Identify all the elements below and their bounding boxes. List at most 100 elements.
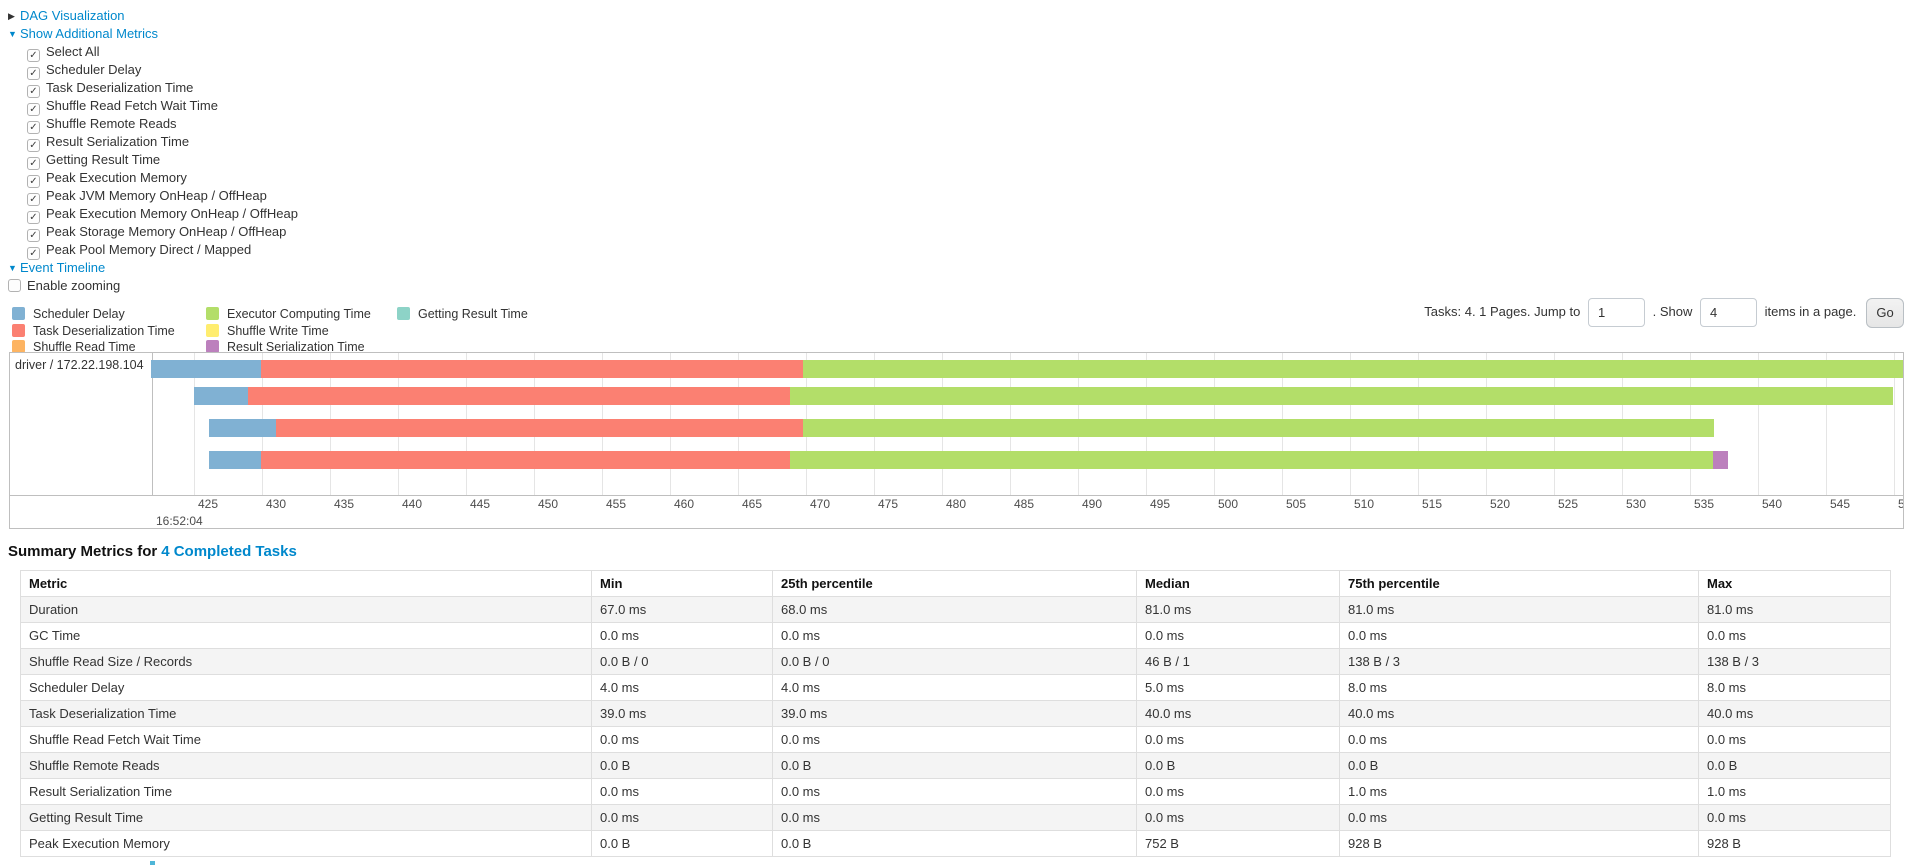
task-pagination: Tasks: 4. 1 Pages. Jump to . Show items …: [1424, 295, 1904, 329]
task-bar-segment-scheduler-delay[interactable]: [209, 451, 261, 469]
metric-value-cell: 928 B: [1698, 830, 1891, 857]
checkbox-checked-icon[interactable]: ✓: [27, 229, 40, 242]
metric-name-cell: Getting Result Time: [20, 804, 592, 831]
axis-tick-label: 485: [1014, 497, 1035, 511]
axis-gridline: [194, 353, 195, 495]
metric-checkbox-label: Peak JVM Memory OnHeap / OffHeap: [46, 188, 267, 203]
checkbox-unchecked-icon[interactable]: [8, 279, 21, 292]
table-row: Shuffle Read Size / Records 0.0 B / 0 0.0 …: [20, 648, 1891, 675]
summary-metrics-table: Metric Min 25th percentile Median 75th perce…: [20, 570, 1891, 857]
task-bar-segment-executor-computing[interactable]: [789, 451, 1714, 469]
task-bar-segment-executor-computing[interactable]: [803, 360, 1903, 378]
axis-tick-label: 510: [1354, 497, 1375, 511]
axis-tick-label: 440: [402, 497, 423, 511]
metric-name-cell: Shuffle Read Size / Records: [20, 648, 592, 675]
metric-value-cell: 0.0 B / 0: [772, 648, 1137, 675]
metric-value-cell: 0.0 B: [772, 752, 1137, 779]
checkbox-checked-icon[interactable]: ✓: [27, 121, 40, 134]
event-timeline-chart[interactable]: driver / 172.22.198.104 16:52:04 425 430 4…: [9, 352, 1904, 529]
metric-value-cell: 81.0 ms: [1698, 596, 1891, 623]
table-column-header: Median: [1136, 570, 1340, 597]
show-additional-metrics-link[interactable]: Show Additional Metrics: [20, 26, 159, 41]
metric-checkbox-label: Peak Storage Memory OnHeap / OffHeap: [46, 224, 287, 239]
axis-tick-label: 520: [1490, 497, 1511, 511]
axis-tick-label: 490: [1082, 497, 1103, 511]
metric-checkbox-row: ✓ Select All: [0, 43, 1907, 62]
table-column-header: 25th percentile: [772, 570, 1137, 597]
legend-label: Getting Result Time: [418, 307, 528, 321]
metric-name-cell: Shuffle Read Fetch Wait Time: [20, 726, 592, 753]
checkbox-checked-icon[interactable]: ✓: [27, 139, 40, 152]
go-button[interactable]: Go: [1866, 297, 1904, 328]
metric-name-cell: Task Deserialization Time: [20, 700, 592, 727]
scheduler-delay-swatch-icon: [12, 307, 25, 320]
stage-page-controls: ▶ DAG Visualization ▼ Show Additional Metr…: [0, 0, 1907, 295]
task-bar-segment-scheduler-delay[interactable]: [209, 419, 276, 437]
metric-value-cell: 0.0 B: [1136, 752, 1340, 779]
axis-tick-label: 535: [1694, 497, 1715, 511]
axis-tick-label: 525: [1558, 497, 1579, 511]
checkbox-checked-icon[interactable]: ✓: [27, 67, 40, 80]
items-per-page-input[interactable]: [1699, 298, 1757, 328]
checkbox-checked-icon[interactable]: ✓: [27, 103, 40, 116]
task-bar-segment-executor-computing[interactable]: [803, 419, 1715, 437]
axis-gridline: [1826, 353, 1827, 495]
metric-value-cell: 0.0 ms: [1136, 622, 1340, 649]
legend-item: Result Serialization Time: [206, 339, 397, 356]
metric-checkbox-label: Getting Result Time: [46, 152, 161, 167]
table-row: Shuffle Read Fetch Wait Time 0.0 ms 0.0 ms…: [20, 726, 1891, 753]
axis-tick-label: 425: [198, 497, 219, 511]
event-timeline-link[interactable]: Event Timeline: [20, 260, 106, 275]
metric-value-cell: 0.0 ms: [1339, 804, 1699, 831]
dag-visualization-link[interactable]: DAG Visualization: [20, 8, 125, 23]
legend-item: Shuffle Read Time: [12, 339, 206, 356]
checkbox-checked-icon[interactable]: ✓: [27, 49, 40, 62]
metric-name-cell: Duration: [20, 596, 592, 623]
axis-tick-label: 455: [606, 497, 627, 511]
completed-tasks-link[interactable]: 4 Completed Tasks: [161, 543, 297, 560]
pagination-summary-text: Tasks: 4. 1 Pages. Jump to: [1424, 304, 1581, 319]
metric-value-cell: 0.0 ms: [772, 622, 1137, 649]
event-timeline-toggle[interactable]: ▼ Event Timeline: [0, 259, 1907, 277]
task-bar-segment-scheduler-delay[interactable]: [194, 387, 249, 405]
task-bar-segment-task-deserialization[interactable]: [260, 360, 804, 378]
table-row: Getting Result Time 0.0 ms 0.0 ms 0.0 ms 0.0…: [20, 804, 1891, 831]
axis-tick-label: 530: [1626, 497, 1647, 511]
checkbox-checked-icon[interactable]: ✓: [27, 175, 40, 188]
axis-tick-label: 500: [1218, 497, 1239, 511]
metric-value-cell: 46 B / 1: [1136, 648, 1340, 675]
jump-to-page-input[interactable]: [1587, 298, 1645, 328]
checkbox-checked-icon[interactable]: ✓: [27, 247, 40, 260]
axis-tick-label: 450: [538, 497, 559, 511]
checkbox-checked-icon[interactable]: ✓: [27, 157, 40, 170]
dag-visualization-toggle[interactable]: ▶ DAG Visualization: [0, 7, 1907, 25]
axis-tick-label: 505: [1286, 497, 1307, 511]
legend-item: Executor Computing Time: [206, 306, 397, 323]
metric-checkbox-row: ✓ Peak Pool Memory Direct / Mapped: [0, 241, 1907, 260]
metric-value-cell: 8.0 ms: [1698, 674, 1891, 701]
legend-label: Scheduler Delay: [33, 307, 125, 321]
table-column-header: Max: [1698, 570, 1891, 597]
checkbox-checked-icon[interactable]: ✓: [27, 211, 40, 224]
metric-value-cell: 4.0 ms: [591, 674, 773, 701]
task-bar-segment-task-deserialization[interactable]: [260, 451, 790, 469]
task-bar-segment-scheduler-delay[interactable]: [151, 360, 261, 378]
metric-value-cell: 0.0 B: [591, 830, 773, 857]
metric-name-cell: GC Time: [20, 622, 592, 649]
task-bar-segment-task-deserialization[interactable]: [275, 419, 804, 437]
metric-value-cell: 752 B: [1136, 830, 1340, 857]
cut-off-element: [150, 861, 155, 865]
task-bar-segment-executor-computing[interactable]: [789, 387, 1893, 405]
task-bar-segment-result-serialization[interactable]: [1713, 451, 1729, 469]
metric-checkbox-row: ✓ Peak Storage Memory OnHeap / OffHeap: [0, 223, 1907, 242]
task-bar-segment-task-deserialization[interactable]: [248, 387, 790, 405]
metric-value-cell: 0.0 ms: [1339, 726, 1699, 753]
task-deserialization-swatch-icon: [12, 323, 25, 337]
checkbox-checked-icon[interactable]: ✓: [27, 193, 40, 206]
axis-tick-label: 480: [946, 497, 967, 511]
checkbox-checked-icon[interactable]: ✓: [27, 85, 40, 98]
metric-value-cell: 0.0 ms: [591, 778, 773, 805]
table-row: Peak Execution Memory 0.0 B 0.0 B 752 B 928 …: [20, 830, 1891, 857]
show-additional-metrics-toggle[interactable]: ▼ Show Additional Metrics: [0, 25, 1907, 43]
metric-checkbox-row: ✓ Peak JVM Memory OnHeap / OffHeap: [0, 187, 1907, 206]
